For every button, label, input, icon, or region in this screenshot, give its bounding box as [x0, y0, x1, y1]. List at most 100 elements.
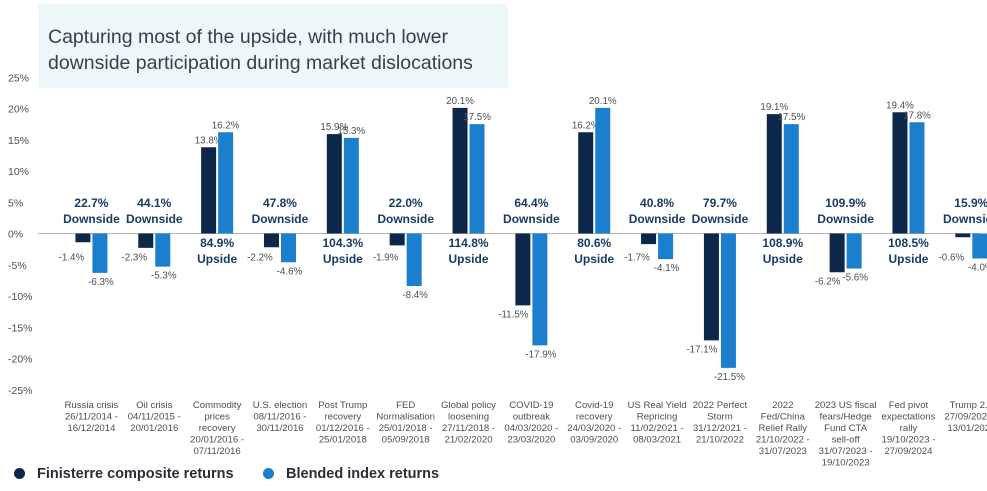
- category-label: sell-off: [832, 435, 860, 446]
- bar-blended: [720, 233, 736, 368]
- data-label: -0.6%: [939, 253, 965, 264]
- data-label: 15.9%: [320, 122, 348, 133]
- category-label: Oil crisis: [136, 400, 172, 411]
- downside-capture-label: Downside: [817, 212, 874, 226]
- data-label: 19.4%: [886, 100, 914, 111]
- downside-capture-label: Downside: [63, 212, 120, 226]
- capture-percent: 84.9%: [200, 236, 234, 250]
- category-label: 20/01/2016 -: [190, 435, 244, 446]
- category-label: Post Trump: [318, 400, 367, 411]
- bar-blended: [92, 233, 108, 273]
- category-label: recovery: [576, 412, 613, 423]
- category-label: Repricing: [637, 412, 678, 423]
- category-label: 27/09/2024: [884, 446, 933, 457]
- bar-finisterre: [829, 233, 845, 273]
- category-label: Relief Rally: [759, 423, 808, 434]
- downside-capture-label: Downside: [126, 212, 183, 226]
- category-label: 30/11/2016: [256, 423, 303, 434]
- data-label: -8.4%: [402, 290, 428, 301]
- data-label: -5.6%: [842, 273, 868, 284]
- legend-finisterre-label: Finisterre composite returns: [37, 466, 234, 482]
- data-label: -6.3%: [88, 277, 114, 288]
- data-label: -17.1%: [686, 344, 717, 355]
- data-label: 16.2%: [212, 120, 240, 131]
- bar-blended: [909, 122, 925, 234]
- category-label: 21/10/2022 -: [756, 435, 810, 446]
- category-label: 21/10/2022: [696, 435, 744, 446]
- category-label: 20/01/2016: [130, 423, 178, 434]
- bar-finisterre: [201, 147, 217, 234]
- y-tick-label: -5%: [8, 260, 27, 272]
- data-label: 20.1%: [589, 96, 617, 107]
- category-label: fears/Hedge: [819, 412, 871, 423]
- bar-finisterre: [766, 114, 782, 234]
- bar-finisterre: [263, 233, 279, 248]
- category-label: Covid-19: [575, 400, 613, 411]
- category-label: Commodity: [193, 400, 242, 411]
- upside-capture-label: Upside: [449, 252, 489, 266]
- capture-percent: 114.8%: [449, 236, 489, 250]
- category-label: 25/01/2018: [319, 435, 367, 446]
- capture-percent: 40.8%: [640, 196, 674, 210]
- capture-percent: 22.0%: [389, 196, 423, 210]
- category-label: 04/11/2015 -: [128, 412, 181, 423]
- data-label: 20.1%: [446, 96, 474, 107]
- downside-capture-label: Downside: [629, 212, 686, 226]
- category-label: 08/03/2021: [633, 435, 681, 446]
- bar-finisterre: [641, 233, 657, 245]
- category-label: 24/03/2020 -: [567, 423, 621, 434]
- category-label: prices: [204, 412, 230, 423]
- category-label: 31/07/2023 -: [819, 446, 873, 457]
- bar-finisterre: [892, 112, 908, 234]
- capture-percent: 108.9%: [762, 236, 803, 250]
- bar-blended: [155, 233, 171, 267]
- data-label: -1.4%: [59, 253, 85, 264]
- downside-capture-label: Downside: [377, 212, 434, 226]
- category-label: recovery: [199, 423, 236, 434]
- category-label: 27/09/2024 -: [944, 412, 987, 423]
- category-label: 31/07/2023: [759, 446, 807, 457]
- data-label: -21.5%: [714, 372, 745, 383]
- category-label: recovery: [324, 412, 361, 423]
- bar-blended: [846, 233, 862, 269]
- capture-percent: 80.6%: [577, 236, 611, 250]
- y-tick-label: 25%: [8, 72, 29, 84]
- upside-capture-label: Upside: [197, 252, 237, 266]
- data-label: 16.2%: [572, 120, 600, 131]
- upside-capture-label: Upside: [888, 252, 928, 266]
- bar-finisterre: [515, 233, 531, 306]
- data-label: -2.3%: [121, 253, 147, 264]
- legend-finisterre-swatch: [14, 467, 25, 479]
- category-label: loosening: [448, 412, 489, 423]
- category-label: FED: [396, 400, 415, 411]
- upside-capture-label: Upside: [763, 252, 803, 266]
- category-label: 23/03/2020: [507, 435, 555, 446]
- category-label: Fed/China: [761, 412, 806, 423]
- upside-capture-label: Upside: [323, 252, 363, 266]
- category-label: Global policy: [441, 400, 496, 411]
- capture-percent: 108.5%: [888, 236, 929, 250]
- category-label: 03/09/2020: [570, 435, 618, 446]
- data-label: 19.1%: [760, 102, 788, 113]
- category-label: 16/12/2014: [67, 423, 116, 434]
- data-label: -5.3%: [151, 271, 177, 282]
- category-label: 19/10/2023: [822, 458, 870, 469]
- bar-finisterre: [452, 107, 468, 234]
- category-label: 07/11/2016: [193, 446, 240, 457]
- data-label: 15.3%: [337, 126, 365, 137]
- bar-blended: [658, 233, 674, 260]
- category-label: 13/01/2025: [947, 423, 987, 434]
- legend-finisterre: Finisterre composite returns: [14, 466, 234, 482]
- category-label: rally: [900, 423, 918, 434]
- category-label: Trump 2.0: [950, 400, 987, 411]
- data-label: -1.9%: [373, 253, 399, 264]
- y-tick-label: -15%: [8, 322, 33, 334]
- capture-percent: 44.1%: [137, 196, 171, 210]
- capture-percent: 79.7%: [703, 196, 737, 210]
- data-label: -4.1%: [654, 263, 680, 274]
- upside-capture-label: Upside: [574, 252, 614, 266]
- capture-percent: 15.9%: [954, 196, 987, 210]
- bar-blended: [972, 233, 987, 259]
- category-label: 19/10/2023 -: [882, 435, 936, 446]
